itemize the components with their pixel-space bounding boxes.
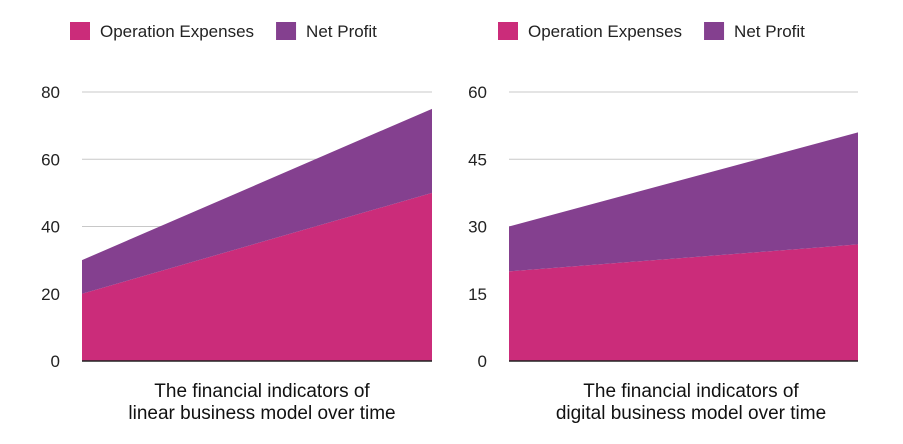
- area-operation-expenses: [82, 192, 432, 361]
- y-tick-label: 40: [41, 218, 60, 237]
- legend-label-operation-expenses: Operation Expenses: [528, 22, 682, 41]
- legend-label-operation-expenses: Operation Expenses: [100, 22, 254, 41]
- area-net-profit: [82, 108, 432, 294]
- y-tick-label: 80: [41, 83, 60, 102]
- legend-label-net-profit: Net Profit: [306, 22, 377, 41]
- chart-caption-line-2: linear business model over time: [128, 403, 395, 424]
- legend-swatch-operation-expenses: [70, 22, 90, 40]
- y-tick-label: 45: [468, 150, 487, 169]
- chart-caption-line-1: The financial indicators of: [583, 381, 799, 402]
- y-tick-label: 0: [51, 352, 60, 371]
- chart-caption-line-2: digital business model over time: [556, 403, 826, 424]
- legend-swatch-net-profit: [276, 22, 297, 40]
- y-tick-label: 60: [468, 83, 487, 102]
- legend-swatch-operation-expenses: [498, 22, 518, 40]
- y-tick-label: 20: [41, 285, 60, 304]
- y-tick-label: 0: [478, 352, 487, 371]
- y-tick-label: 30: [468, 218, 487, 237]
- y-tick-label: 15: [468, 285, 487, 304]
- chart-caption-line-1: The financial indicators of: [154, 381, 370, 402]
- y-tick-label: 60: [41, 150, 60, 169]
- legend-swatch-net-profit: [704, 22, 725, 40]
- area-operation-expenses: [509, 244, 858, 361]
- area-net-profit: [509, 132, 858, 272]
- legend-label-net-profit: Net Profit: [734, 22, 805, 41]
